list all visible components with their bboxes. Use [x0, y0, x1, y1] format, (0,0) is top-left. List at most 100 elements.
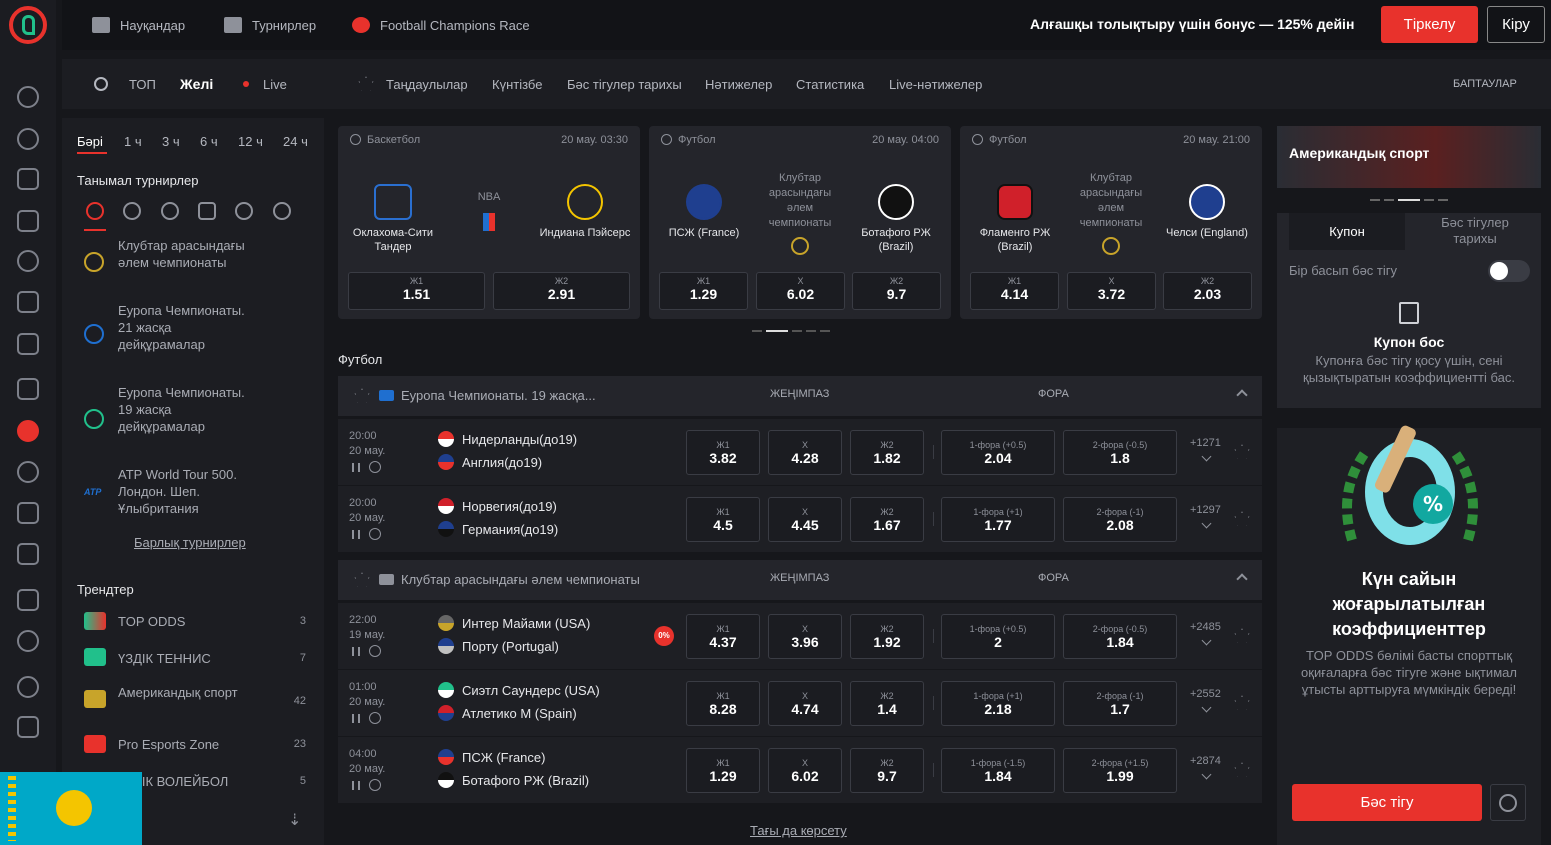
odd-button[interactable]: Х 4.28 — [768, 430, 842, 475]
search-icon[interactable] — [94, 59, 108, 109]
more-markets-count[interactable]: +2485 — [1190, 621, 1221, 633]
settings-icon[interactable] — [17, 86, 39, 108]
stats-icon[interactable] — [352, 530, 360, 539]
stats-icon[interactable] — [352, 463, 360, 472]
match-row[interactable]: 04:00 20 мау. ПСЖ (France) Ботафого РЖ (Bra… — [338, 737, 1262, 803]
star-icon[interactable] — [1234, 628, 1250, 643]
settings-dropdown[interactable]: БАПТАУЛАР — [1453, 78, 1517, 90]
expand-icon[interactable] — [1201, 769, 1212, 780]
banner-dots[interactable] — [1370, 199, 1448, 201]
more-markets-count[interactable]: +1297 — [1190, 504, 1221, 516]
odd-button[interactable]: Ж2 2.03 — [1163, 272, 1252, 310]
tv-icon[interactable] — [17, 210, 39, 232]
handicap-odd-button[interactable]: 1-фора (+0.5) 2 — [941, 614, 1055, 659]
race-link[interactable]: Football Champions Race — [352, 0, 530, 50]
odd-button[interactable]: Ж1 1.29 — [686, 748, 760, 793]
match-row[interactable]: 01:00 20 мау. Сиэтл Саундерс (USA) Атлетико… — [338, 670, 1262, 736]
time-filter-24h[interactable]: 24 ч — [283, 134, 308, 149]
odd-button[interactable]: Ж1 3.82 — [686, 430, 760, 475]
football-icon[interactable] — [123, 202, 141, 220]
handicap-odd-button[interactable]: 2-фора (-0.5) 1.84 — [1063, 614, 1177, 659]
star-icon[interactable] — [1234, 511, 1250, 526]
handicap-odd-button[interactable]: 1-фора (+1) 2.18 — [941, 681, 1055, 726]
info-icon[interactable] — [369, 645, 381, 657]
esports-filter-icon[interactable] — [198, 202, 216, 220]
odd-button[interactable]: Х 3.72 — [1067, 272, 1156, 310]
login-button[interactable]: Кіру — [1487, 6, 1545, 43]
tournament-item[interactable]: Еуропа Чемпионаты. 21 жасқа дейқұрамалар — [118, 303, 245, 352]
home-team[interactable]: Норвегия(до19) — [438, 498, 557, 514]
odd-button[interactable]: Ж1 4.37 — [686, 614, 760, 659]
tournament-item[interactable]: Клубтар арасындағы әлем чемпионаты — [118, 238, 245, 270]
handicap-market-dropdown[interactable]: ФОРА — [1038, 572, 1069, 584]
odd-button[interactable]: Ж2 9.7 — [850, 748, 924, 793]
expand-icon[interactable] — [1201, 451, 1212, 462]
home-team[interactable]: Сиэтл Саундерс (USA) — [438, 682, 600, 698]
featured-match-card[interactable]: Футбол 20 мау. 21:00 Фламенго РЖ (Brazil)… — [960, 126, 1262, 319]
show-more-link[interactable]: Тағы да көрсету — [750, 823, 847, 838]
trend-item[interactable]: Pro Esports Zone — [118, 737, 220, 752]
odd-button[interactable]: Ж1 4.5 — [686, 497, 760, 542]
gamepad-icon[interactable] — [17, 502, 39, 524]
tournaments-link[interactable]: Турнирлер — [224, 0, 316, 50]
tab-live[interactable]: Live — [243, 59, 287, 109]
trend-item[interactable]: ҮЗДІК ВОЛЕЙБОЛ — [118, 774, 229, 789]
expand-icon[interactable] — [1201, 702, 1212, 713]
odd-button[interactable]: Х 4.74 — [768, 681, 842, 726]
place-bet-button[interactable]: Бәс тігу — [1292, 784, 1482, 821]
collapse-icon[interactable] — [1236, 389, 1248, 401]
time-filter-1h[interactable]: 1 ч — [124, 134, 142, 149]
odd-button[interactable]: Ж2 1.82 — [850, 430, 924, 475]
expand-icon[interactable] — [1201, 518, 1212, 529]
basketball-icon[interactable] — [161, 202, 179, 220]
poker-icon[interactable] — [17, 250, 39, 272]
league-header[interactable]: Еуропа Чемпионаты. 19 жасқа... ЖЕҢІМПАЗ ФО… — [338, 376, 1262, 416]
odd-button[interactable]: Ж2 1.4 — [850, 681, 924, 726]
logo[interactable] — [9, 6, 47, 44]
tournament-item[interactable]: Еуропа Чемпионаты. 19 жасқа дейқұрамалар — [118, 385, 245, 434]
promotions-link[interactable]: Науқандар — [92, 0, 185, 50]
odd-button[interactable]: Ж2 9.7 — [852, 272, 941, 310]
handicap-odd-button[interactable]: 1-фора (+0.5) 2.04 — [941, 430, 1055, 475]
handicap-odd-button[interactable]: 2-фора (+1.5) 1.99 — [1063, 748, 1177, 793]
handicap-odd-button[interactable]: 2-фора (-0.5) 1.8 — [1063, 430, 1177, 475]
promo-banner[interactable] — [1277, 126, 1541, 188]
info-icon[interactable] — [369, 461, 381, 473]
list-icon[interactable] — [17, 543, 39, 565]
info-icon[interactable] — [1490, 784, 1526, 821]
time-filter-3h[interactable]: 3 ч — [162, 134, 180, 149]
stats-icon[interactable] — [352, 714, 360, 723]
handicap-odd-button[interactable]: 1-фора (+1) 1.77 — [941, 497, 1055, 542]
rocket-icon[interactable] — [17, 168, 39, 190]
results-link[interactable]: Нәтижелер — [705, 76, 773, 92]
trend-item[interactable]: Американдық спорт — [118, 685, 238, 700]
time-filter-12h[interactable]: 12 ч — [238, 134, 263, 149]
all-tournaments-link[interactable]: Барлық турнирлер — [134, 535, 246, 550]
odd-button[interactable]: Ж1 4.14 — [970, 272, 1059, 310]
collapse-icon[interactable] — [1236, 573, 1248, 585]
info-icon[interactable] — [369, 779, 381, 791]
star-icon[interactable] — [1234, 695, 1250, 710]
star-icon[interactable] — [1234, 762, 1250, 777]
away-team[interactable]: Атлетико М (Spain) — [438, 705, 577, 721]
carousel-dots[interactable] — [752, 330, 830, 332]
away-team[interactable]: Порту (Portugal) — [438, 638, 559, 654]
away-team[interactable]: Англия(до19) — [438, 454, 542, 470]
virtual-sports-icon[interactable] — [17, 630, 39, 652]
live-results-link[interactable]: Live-нәтижелер — [889, 76, 983, 92]
expand-icon[interactable] — [1201, 635, 1212, 646]
home-team[interactable]: ПСЖ (France) — [438, 749, 545, 765]
stats-icon[interactable] — [352, 647, 360, 656]
odd-button[interactable]: Х 6.02 — [756, 272, 845, 310]
volleyball-icon[interactable] — [235, 202, 253, 220]
odd-button[interactable]: Ж2 2.91 — [493, 272, 630, 310]
odd-button[interactable]: Ж2 1.92 — [850, 614, 924, 659]
pin-up-icon[interactable] — [17, 676, 39, 698]
stats-icon[interactable] — [352, 781, 360, 790]
match-row[interactable]: 22:00 19 мау. Интер Майами (USA) Порту (Por… — [338, 603, 1262, 669]
register-button[interactable]: Тіркелу — [1381, 6, 1478, 43]
calendar-link[interactable]: Күнтізбе — [492, 76, 543, 92]
handicap-odd-button[interactable]: 2-фора (-1) 1.7 — [1063, 681, 1177, 726]
favorites-link[interactable]: Таңдаулылар — [358, 59, 468, 109]
match-row[interactable]: 20:00 20 мау. Нидерланды(до19) Англия(до19)… — [338, 419, 1262, 485]
